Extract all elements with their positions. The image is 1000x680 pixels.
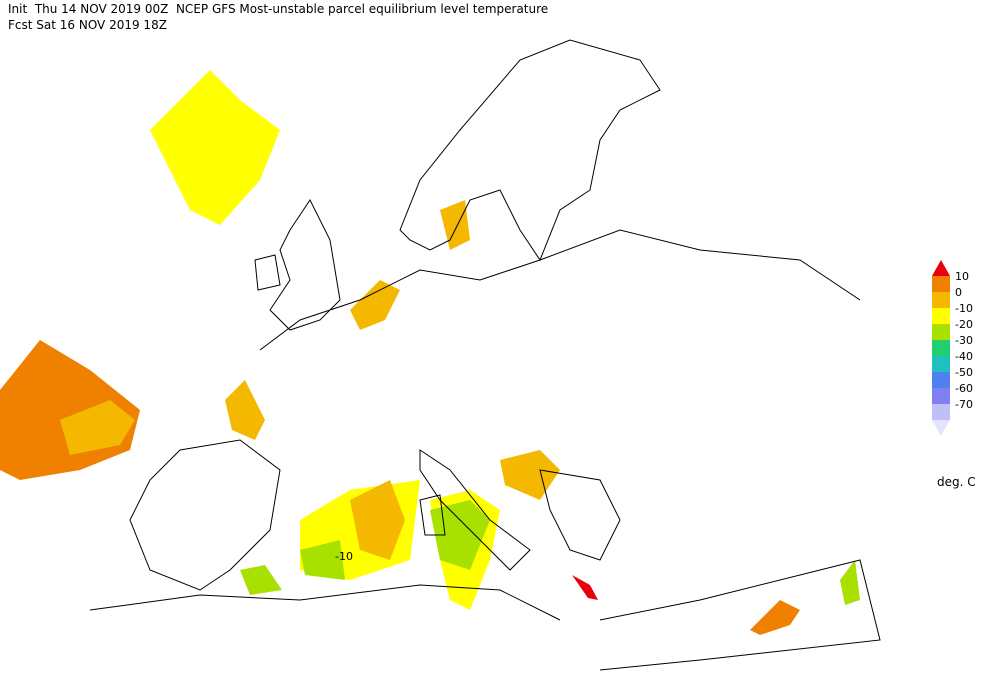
field-patch xyxy=(750,600,800,635)
legend-label: -40 xyxy=(955,350,973,363)
legend-swatch xyxy=(932,404,950,420)
coastline xyxy=(254,254,281,291)
legend: 10 0 -10 -20 -30 -40 -50 -60 -70 xyxy=(932,260,973,436)
legend-swatch xyxy=(932,276,950,292)
legend-label: -10 xyxy=(955,302,973,315)
field-patch xyxy=(240,565,282,595)
legend-swatch xyxy=(932,420,950,436)
field-patch xyxy=(500,450,560,500)
coastline xyxy=(259,229,861,351)
fields xyxy=(0,70,860,635)
coastline xyxy=(269,199,341,331)
legend-swatch xyxy=(932,324,950,340)
contour-label: -10 xyxy=(335,550,353,563)
coastline xyxy=(599,559,881,671)
field-patch xyxy=(300,540,345,580)
coastline xyxy=(89,584,561,621)
coastline xyxy=(129,439,281,591)
legend-label: -60 xyxy=(955,382,973,395)
legend-swatch xyxy=(932,260,950,276)
header-line1: Init Thu 14 NOV 2019 00Z NCEP GFS Most-u… xyxy=(8,2,548,16)
field-patch xyxy=(440,200,470,250)
field-patch xyxy=(572,575,598,600)
field-patch xyxy=(350,480,405,560)
legend-swatch xyxy=(932,388,950,404)
coastlines xyxy=(89,39,881,671)
legend-label: -50 xyxy=(955,366,973,379)
legend-label: -70 xyxy=(955,398,973,411)
field-patch xyxy=(225,380,265,440)
field-patch xyxy=(150,70,280,225)
coastline xyxy=(539,469,621,561)
field-patch xyxy=(350,280,400,330)
coastline xyxy=(419,449,531,571)
legend-swatch xyxy=(932,308,950,324)
legend-label: -30 xyxy=(955,334,973,347)
legend-swatch xyxy=(932,292,950,308)
field-patch xyxy=(430,500,490,570)
legend-swatch xyxy=(932,340,950,356)
field-patch xyxy=(840,560,860,605)
legend-swatch xyxy=(932,356,950,372)
legend-label: 0 xyxy=(955,286,962,299)
coastline xyxy=(419,494,446,536)
legend-unit: deg. C xyxy=(937,475,976,489)
header-line2: Fcst Sat 16 NOV 2019 18Z xyxy=(8,18,167,32)
legend-label: -20 xyxy=(955,318,973,331)
field-patch xyxy=(60,400,135,455)
coastline xyxy=(399,39,661,262)
legend-label: 10 xyxy=(955,270,969,283)
legend-swatch xyxy=(932,372,950,388)
